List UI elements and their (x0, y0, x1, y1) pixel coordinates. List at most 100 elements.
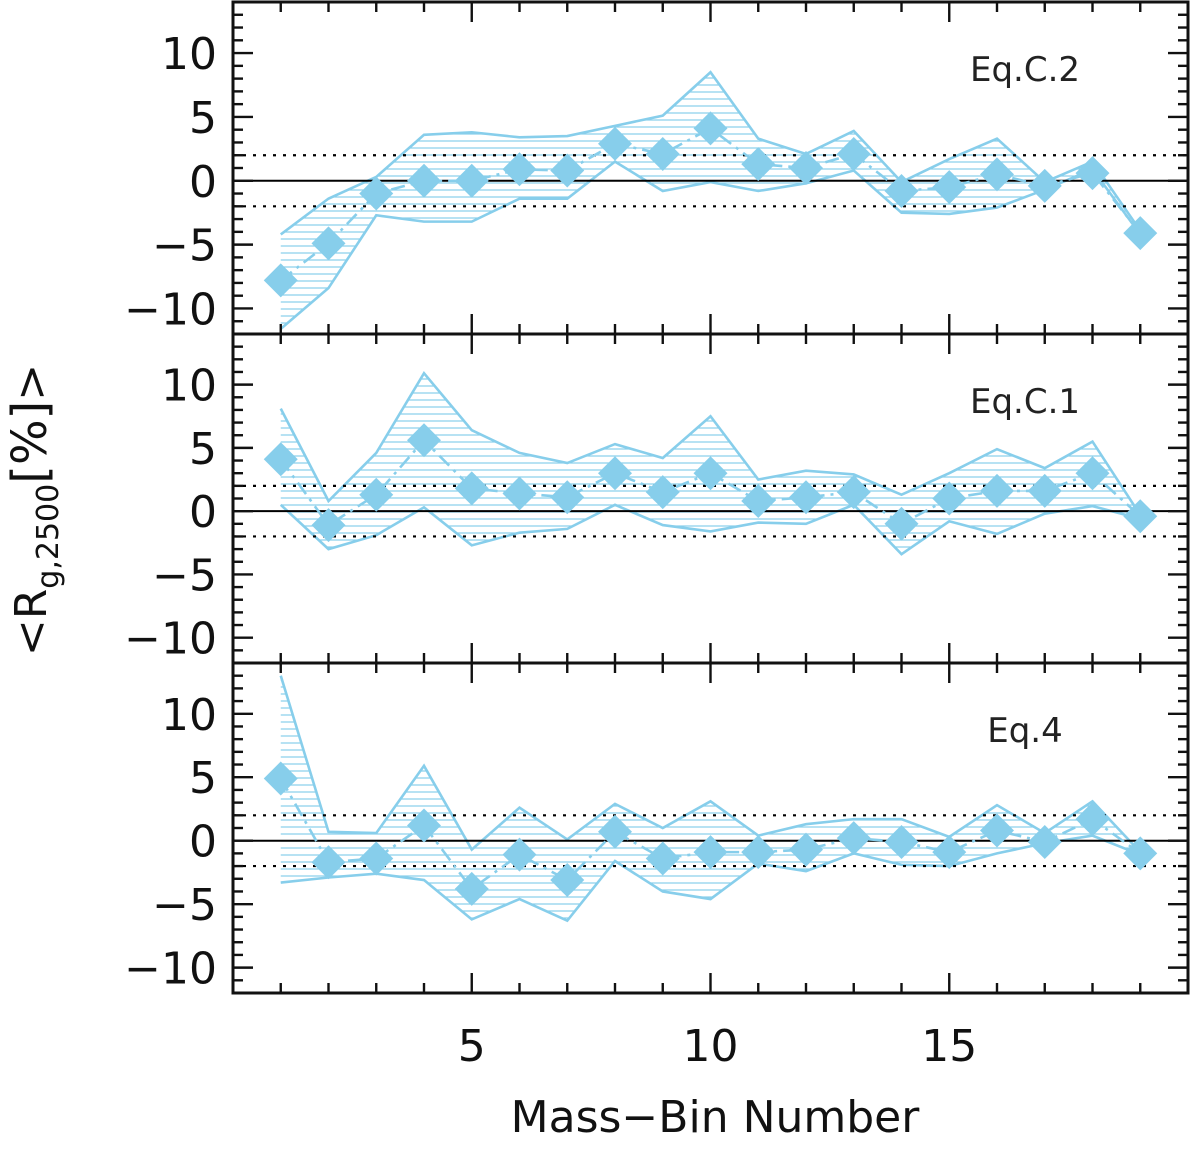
data-point-marker (311, 226, 346, 261)
data-point-marker (1123, 216, 1158, 251)
panel-label: Eq.C.1 (970, 382, 1080, 422)
data-point-marker (502, 837, 537, 872)
band-upper-line (279, 70, 1142, 236)
data-point-marker (311, 508, 346, 543)
y-tick-label: −10 (124, 944, 217, 995)
panel-3: −10 −5 0 5 10 Eq.4 (124, 661, 1190, 995)
panel-label: Eq.C.2 (970, 50, 1080, 90)
data-point-marker (454, 471, 489, 506)
panels-layer: −10 −5 0 5 10 Eq.C.2 −10 −5 0 5 10 Eq.C.1 −10 −5 0 5 10 E… (124, 0, 1190, 1072)
panel-1: −10 −5 0 5 10 Eq.C.2 (124, 0, 1190, 336)
data-point-marker (502, 152, 537, 187)
data-point-marker (836, 475, 871, 510)
plot-area (233, 70, 1188, 330)
y-tick-label: −5 (152, 221, 217, 272)
data-point-marker (407, 423, 441, 458)
data-point-marker (884, 506, 919, 541)
data-point-marker (1123, 499, 1158, 534)
data-point-marker (263, 442, 298, 477)
data-point-marker (693, 456, 728, 491)
data-point-marker (884, 173, 919, 208)
y-tick-label: 0 (189, 817, 217, 868)
x-tick-label: 10 (683, 1021, 739, 1072)
y-tick-label: 5 (189, 424, 217, 475)
y-axis-title: <Rg,2500[%]> (2, 364, 66, 656)
data-point-marker (980, 473, 1014, 508)
y-tick-label: 5 (189, 753, 217, 804)
data-point-marker (741, 835, 776, 870)
data-point-marker (359, 176, 394, 211)
data-point-marker (645, 841, 680, 876)
data-point-marker (741, 484, 776, 519)
data-point-marker (789, 480, 823, 515)
data-point-marker (1027, 168, 1062, 203)
plot-area (233, 370, 1188, 556)
uncertainty-band (280, 72, 1141, 329)
data-point-marker (836, 136, 871, 171)
y-tick-label: −5 (152, 880, 217, 931)
data-point-marker (1075, 456, 1110, 491)
y-tick-label: 10 (161, 29, 217, 80)
data-point-marker (454, 871, 489, 906)
data-point-marker (693, 111, 728, 146)
band-lower-line (280, 834, 1141, 923)
data-point-marker (1075, 802, 1110, 837)
y-tick-label: −5 (152, 550, 217, 601)
data-point-marker (502, 476, 537, 511)
data-point-marker (645, 475, 680, 510)
plot-area (233, 675, 1188, 923)
band-lower-line (279, 160, 1142, 330)
y-tick-label: −10 (124, 614, 217, 665)
y-tick-label: 5 (189, 93, 217, 144)
panel-2: −10 −5 0 5 10 Eq.C.1 (124, 332, 1190, 665)
y-axis-title-sub: g,2500 (31, 484, 66, 589)
data-point-marker (789, 832, 823, 867)
uncertainty-band (280, 675, 1141, 921)
data-point-marker (454, 163, 489, 198)
y-tick-label: −10 (124, 284, 217, 335)
y-axis-title-unit: [%] (2, 401, 58, 484)
data-point-marker (598, 126, 632, 161)
data-point-marker (359, 477, 394, 512)
y-tick-label: 10 (161, 361, 217, 412)
data-point-marker (359, 841, 394, 876)
data-point-marker (311, 845, 346, 880)
y-tick-label: 0 (189, 487, 217, 538)
data-point-marker (598, 456, 632, 491)
y-tick-label: 0 (189, 157, 217, 208)
band-upper-line (279, 370, 1142, 516)
band-upper-line (279, 675, 1142, 854)
data-point-marker (550, 863, 585, 898)
data-point-marker (1075, 156, 1110, 191)
x-tick-label: 15 (921, 1021, 977, 1072)
data-point-marker (407, 163, 441, 198)
x-tick-label: 5 (458, 1021, 486, 1072)
x-axis-title: Mass−Bin Number (511, 1092, 921, 1143)
band-lower-line (279, 503, 1141, 556)
data-point-marker (836, 821, 871, 856)
data-point-marker (598, 814, 632, 849)
data-point-marker (1027, 824, 1062, 859)
data-point-marker (407, 808, 441, 843)
data-point-marker (263, 761, 298, 796)
data-point-marker (1123, 836, 1158, 871)
data-point-marker (789, 151, 823, 185)
data-point-marker (980, 157, 1014, 192)
data-point-marker (1027, 473, 1062, 508)
data-point-marker (932, 835, 967, 870)
y-axis-title-close: > (6, 364, 57, 401)
data-point-marker (550, 153, 585, 188)
y-tick-label: 10 (161, 690, 217, 741)
data-point-marker (263, 263, 298, 298)
data-point-marker (693, 835, 728, 870)
data-point-marker (932, 481, 967, 516)
data-point-marker (980, 813, 1014, 848)
data-point-marker (550, 480, 585, 515)
panel-label: Eq.4 (987, 711, 1063, 751)
data-point-marker (932, 170, 967, 205)
data-point-marker (645, 136, 680, 171)
data-point-marker (741, 147, 776, 182)
data-point-marker (884, 824, 919, 859)
